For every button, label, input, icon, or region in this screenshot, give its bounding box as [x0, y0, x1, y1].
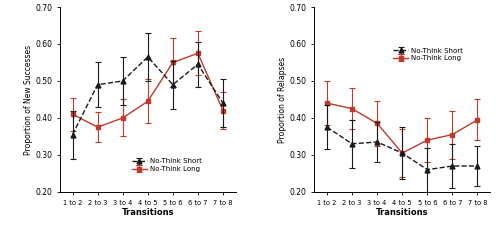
X-axis label: Transitions: Transitions [376, 208, 428, 217]
Y-axis label: Proportion of Relapses: Proportion of Relapses [278, 56, 287, 143]
Legend: No-Think Short, No-Think Long: No-Think Short, No-Think Long [130, 157, 203, 174]
Legend: No-Think Short, No-Think Long: No-Think Short, No-Think Long [392, 46, 464, 63]
X-axis label: Transitions: Transitions [122, 208, 174, 217]
Y-axis label: Proportion of New Successes: Proportion of New Successes [24, 44, 32, 154]
